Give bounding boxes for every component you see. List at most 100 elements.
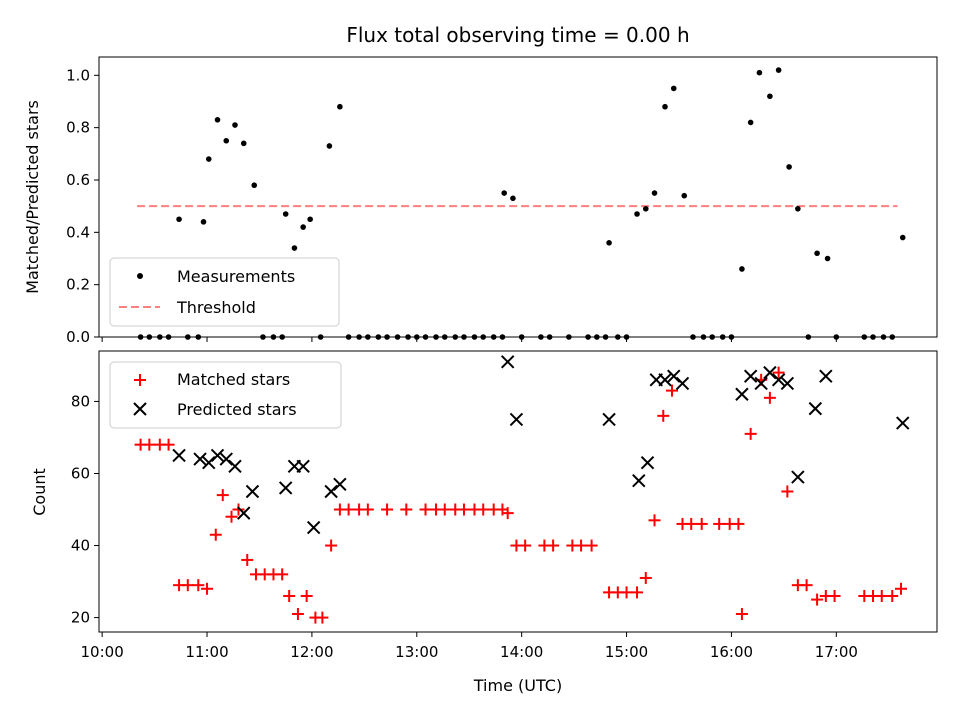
bottom-y-tick-label: 40 <box>71 537 90 555</box>
matched-star-point <box>620 586 633 599</box>
measurement-point <box>634 211 640 217</box>
top-y-ticks: 0.0 0.2 0.4 0.6 0.8 1.0 <box>66 66 99 346</box>
legend-predicted-marker <box>133 402 147 416</box>
top-y-tick-label: 0.4 <box>66 223 90 241</box>
matched-star-point <box>438 503 451 516</box>
predicted-star-point <box>237 506 251 520</box>
matched-star-point <box>216 489 229 502</box>
measurement-point <box>291 245 298 251</box>
measurement-point <box>739 266 745 272</box>
matched-star-point <box>225 510 238 523</box>
measurement-point <box>200 219 207 225</box>
matched-star-point <box>381 503 394 516</box>
matched-star-point <box>744 427 757 440</box>
matched-star-point <box>575 539 588 552</box>
matched-star-point <box>162 438 175 451</box>
top-y-axis-label: Matched/Predicted stars <box>23 100 42 294</box>
measurement-point <box>651 190 658 196</box>
matched-star-point <box>875 589 888 602</box>
predicted-star-point <box>640 455 655 470</box>
bottom-x-tick-label: 16:00 <box>710 643 753 661</box>
measurement-point <box>300 224 306 230</box>
predicted-star-point <box>632 473 646 488</box>
predicted-star-point <box>791 470 805 484</box>
matched-star-point <box>276 568 289 581</box>
predicted-star-point <box>763 365 777 380</box>
bottom-x-tick-label: 17:00 <box>815 643 858 661</box>
legend-measurements-marker <box>137 273 143 279</box>
measurement-point <box>307 216 313 223</box>
matched-star-point <box>143 438 156 451</box>
measurement-point <box>232 122 238 128</box>
predicted-star-point <box>324 484 338 499</box>
matched-star-point <box>400 503 413 516</box>
matched-star-point <box>283 589 296 602</box>
matched-star-point <box>477 503 490 516</box>
predicted-star-point <box>278 481 293 495</box>
bottom-legend: Matched stars Predicted stars <box>109 361 342 429</box>
matched-star-point <box>519 539 532 552</box>
matched-star-point <box>300 589 313 602</box>
predicted-star-point <box>808 401 823 416</box>
matched-star-point <box>639 571 652 584</box>
measurement-point <box>223 137 230 144</box>
predicted-star-point <box>500 355 515 369</box>
matched-star-point <box>828 589 841 602</box>
measurement-point <box>282 211 289 217</box>
measurement-point <box>510 195 516 202</box>
bottom-legend-box <box>109 361 342 429</box>
x-axis-label: Time (UTC) <box>473 676 562 695</box>
measurement-point <box>662 103 668 110</box>
predicted-star-point <box>896 416 910 430</box>
chart-title: Flux total observing time = 0.00 h <box>346 23 689 47</box>
measurement-point <box>670 85 677 92</box>
top-axes: 0.0 0.2 0.4 0.6 0.8 1.0 Matched/Predicted sta… <box>23 56 938 346</box>
predicted-star-point <box>193 452 207 466</box>
measurement-point <box>767 93 773 100</box>
measurement-point <box>756 69 763 76</box>
predicted-star-point <box>819 369 833 383</box>
predicted-star-point <box>219 452 233 466</box>
matched-star-point <box>713 517 726 530</box>
counts-layer <box>134 355 910 624</box>
bottom-y-ticks: 20 40 60 80 <box>71 392 99 627</box>
matched-star-point <box>209 528 222 541</box>
predicted-star-point <box>228 459 242 473</box>
matched-star-point <box>781 485 794 498</box>
legend-threshold-label: Threshold <box>176 298 256 317</box>
matched-star-point <box>811 593 824 606</box>
matched-star-point <box>316 611 329 624</box>
measurement-point <box>501 190 507 196</box>
bottom-x-tick-label: 11:00 <box>185 643 228 661</box>
predicted-star-point <box>780 376 795 391</box>
predicted-star-point <box>675 376 690 391</box>
legend-matched-label: Matched stars <box>177 370 290 389</box>
matched-star-point <box>685 517 698 530</box>
predicted-star-point <box>245 484 260 499</box>
matched-star-point <box>657 409 670 422</box>
predicted-star-point <box>210 448 225 463</box>
top-y-tick-label: 1.0 <box>66 66 90 84</box>
matched-star-point <box>772 366 785 379</box>
predicted-star-point <box>735 387 749 401</box>
top-legend: Measurements Threshold <box>109 257 340 327</box>
measurement-point <box>795 205 801 212</box>
bottom-y-tick-label: 80 <box>71 392 90 410</box>
bottom-y-tick-label: 60 <box>71 464 90 482</box>
matched-star-point <box>457 503 470 516</box>
predicted-star-point <box>771 373 786 387</box>
measurement-point <box>899 234 906 241</box>
matched-star-point <box>735 607 748 620</box>
top-y-tick-label: 0.6 <box>66 171 90 189</box>
measurements-layer <box>137 67 906 340</box>
matched-star-point <box>585 539 598 552</box>
bottom-x-tick-label: 12:00 <box>290 643 333 661</box>
predicted-star-point <box>172 448 186 463</box>
bottom-axes-frame <box>98 350 938 633</box>
measurement-point <box>251 182 258 189</box>
matched-star-point <box>886 589 899 602</box>
matched-star-point <box>800 579 813 592</box>
matched-star-point <box>419 503 432 516</box>
predicted-star-point <box>333 477 347 492</box>
